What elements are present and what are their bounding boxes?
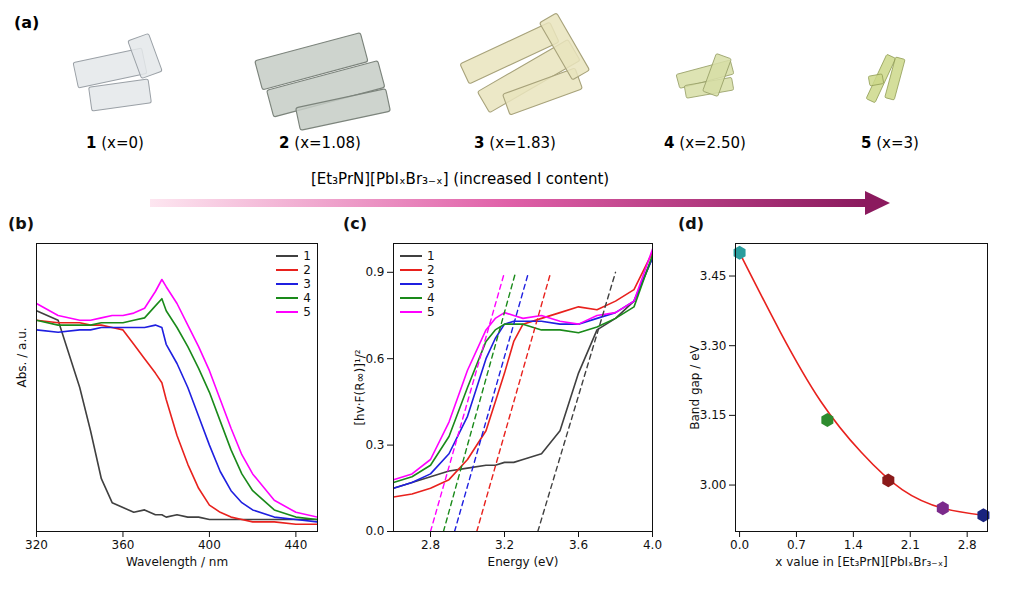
svg-text:0.0: 0.0 xyxy=(365,524,384,538)
svg-text:[hv·F(R∞)]¹/²: [hv·F(R∞)]¹/² xyxy=(353,349,367,425)
svg-text:2.1: 2.1 xyxy=(901,538,920,552)
html-text:1: 1 xyxy=(303,249,311,263)
svg-text:4 (x=2.50): 4 (x=2.50) xyxy=(664,134,746,152)
svg-text:Wavelength / nm: Wavelength / nm xyxy=(126,555,228,569)
svg-text:0.3: 0.3 xyxy=(365,438,384,452)
svg-text:2 (x=1.08): 2 (x=1.08) xyxy=(279,134,361,152)
html-text:4: 4 xyxy=(303,291,311,305)
html-text:5: 5 xyxy=(303,305,311,319)
svg-text:1.4: 1.4 xyxy=(844,538,863,552)
svg-text:0.0: 0.0 xyxy=(730,538,749,552)
svg-text:1 (x=0): 1 (x=0) xyxy=(86,134,144,152)
svg-text:0.7: 0.7 xyxy=(787,538,806,552)
svg-text:3.00: 3.00 xyxy=(700,478,727,492)
html-text:(c): (c) xyxy=(343,214,368,233)
html-text:(b): (b) xyxy=(8,214,35,233)
html-text:3: 3 xyxy=(427,277,435,291)
svg-text:3.6: 3.6 xyxy=(569,538,588,552)
svg-text:0.6: 0.6 xyxy=(365,352,384,366)
svg-text:3.15: 3.15 xyxy=(700,408,727,422)
html-text:1: 1 xyxy=(427,249,435,263)
svg-text:360: 360 xyxy=(112,538,135,552)
svg-text:400: 400 xyxy=(198,538,221,552)
svg-text:440: 440 xyxy=(284,538,307,552)
svg-text:2.8: 2.8 xyxy=(421,538,440,552)
svg-text:(a): (a) xyxy=(14,13,39,32)
svg-text:x value in [Et₃PrN][PbIₓBr₃₋ₓ]: x value in [Et₃PrN][PbIₓBr₃₋ₓ] xyxy=(775,555,947,569)
html-text:4: 4 xyxy=(427,291,435,305)
svg-text:2.8: 2.8 xyxy=(958,538,977,552)
html-text:5: 5 xyxy=(427,305,435,319)
svg-text:3.2: 3.2 xyxy=(495,538,514,552)
svg-text:3 (x=1.83): 3 (x=1.83) xyxy=(474,134,556,152)
svg-text:4.0: 4.0 xyxy=(643,538,662,552)
svg-text:Band gap / eV: Band gap / eV xyxy=(688,344,702,429)
html-text:2: 2 xyxy=(427,263,435,277)
html-text:3: 3 xyxy=(303,277,311,291)
svg-text:320: 320 xyxy=(25,538,48,552)
html-text:2: 2 xyxy=(303,263,311,277)
svg-text:5 (x=3): 5 (x=3) xyxy=(861,134,919,152)
svg-text:3.45: 3.45 xyxy=(700,269,727,283)
svg-text:3.30: 3.30 xyxy=(700,339,727,353)
svg-text:Abs. / a.u.: Abs. / a.u. xyxy=(15,327,29,387)
svg-text:0.9: 0.9 xyxy=(365,265,384,279)
html-text:(d): (d) xyxy=(678,214,705,233)
svg-text:Energy (eV): Energy (eV) xyxy=(488,555,559,569)
svg-text:[Et₃PrN][PbIₓBr₃₋ₓ] (increase: [Et₃PrN][PbIₓBr₃₋ₓ] (increased I content… xyxy=(311,170,609,188)
